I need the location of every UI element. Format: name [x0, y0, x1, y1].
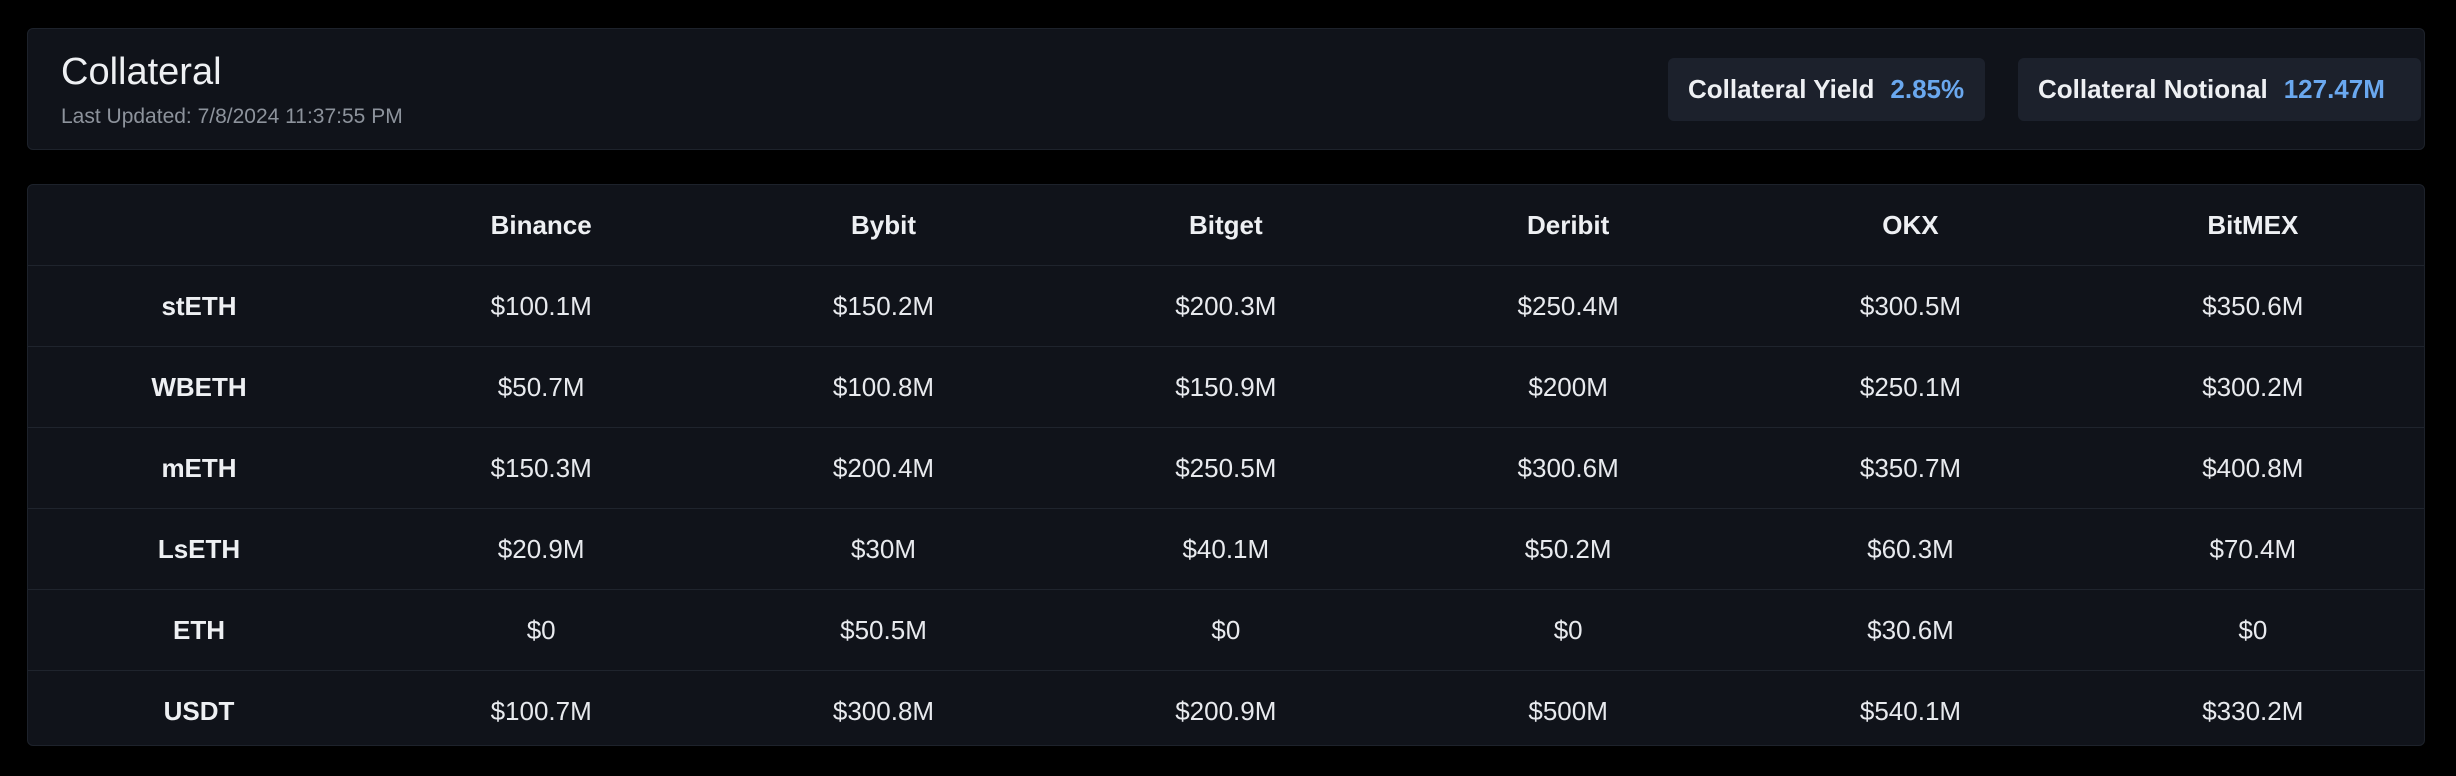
collateral-notional-badge: Collateral Notional 127.47M — [2018, 58, 2421, 121]
collateral-table: Binance Bybit Bitget Deribit OKX BitMEX … — [28, 185, 2424, 746]
table-cell: $50.7M — [370, 346, 713, 428]
table-cell: $60.3M — [1739, 508, 2082, 590]
table-row: ETH $0 $50.5M $0 $0 $30.6M $0 — [28, 589, 2424, 671]
table-cell: $50.5M — [712, 589, 1055, 671]
table-cell: $30.6M — [1739, 589, 2082, 671]
table-cell: $150.2M — [712, 265, 1055, 347]
table-cell: $0 — [1054, 589, 1397, 671]
table-cell: $150.9M — [1054, 346, 1397, 428]
table-header-row: Binance Bybit Bitget Deribit OKX BitMEX — [28, 185, 2424, 266]
table-cell: $100.7M — [490, 695, 592, 726]
collateral-yield-label: Collateral Yield — [1688, 74, 1875, 104]
table-row: stETH $100.1M $150.2M $200.3M $250.4M $3… — [28, 265, 2424, 347]
table-cell: $70.4M — [2081, 508, 2424, 590]
table-cell: $250.5M — [1054, 427, 1397, 509]
table-cell: $200M — [1396, 346, 1740, 428]
table-cell: $400.8M — [2081, 427, 2424, 509]
table-row: WBETH $50.7M $100.8M $150.9M $200M $250.… — [28, 346, 2424, 428]
table-cell: $350.7M — [1739, 427, 2082, 509]
table-cell: $100.1M — [370, 265, 713, 347]
table-cell: $250.1M — [1739, 346, 2082, 428]
table-cell: $330.2M — [2202, 695, 2304, 726]
table-cell: $350.6M — [2081, 265, 2424, 347]
row-label: USDT — [163, 695, 235, 726]
table-cell: $300.8M — [832, 695, 935, 726]
column-header-bitget: Bitget — [1054, 185, 1397, 266]
table-row: mETH $150.3M $200.4M $250.5M $300.6M $35… — [28, 427, 2424, 509]
table-cell: $0 — [1396, 589, 1740, 671]
table-cell: $0 — [2081, 589, 2424, 671]
table-cell: $30M — [712, 508, 1055, 590]
table-cell: $40.1M — [1054, 508, 1397, 590]
table-cell: $200.4M — [712, 427, 1055, 509]
column-header-okx: OKX — [1739, 185, 2082, 266]
table-row: USDT $100.7M $300.8M $200.9M $500M $540.… — [28, 671, 2424, 746]
collateral-yield-badge: Collateral Yield 2.85% — [1668, 58, 1985, 121]
row-label: LsETH — [28, 508, 370, 590]
collateral-notional-value: 127.47M — [2283, 74, 2385, 104]
last-updated-text: Last Updated: 7/8/2024 11:37:55 PM — [61, 105, 403, 128]
row-label: mETH — [28, 427, 370, 509]
table-cell: $540.1M — [1859, 695, 1962, 726]
column-header-deribit: Deribit — [1396, 185, 1740, 266]
table-cell: $200.9M — [1175, 695, 1277, 726]
row-label: stETH — [28, 265, 370, 347]
table-cell: $250.4M — [1396, 265, 1740, 347]
table-cell: $300.5M — [1739, 265, 2082, 347]
column-header-bitmex: BitMEX — [2081, 185, 2424, 266]
header-card: Collateral Last Updated: 7/8/2024 11:37:… — [27, 28, 2425, 150]
table-cell: $200.3M — [1054, 265, 1397, 347]
column-header-binance: Binance — [370, 185, 713, 266]
table-cell: $100.8M — [712, 346, 1055, 428]
collateral-yield-value: 2.85% — [1890, 74, 1965, 104]
table-row: LsETH $20.9M $30M $40.1M $50.2M $60.3M $… — [28, 508, 2424, 590]
row-label: ETH — [28, 589, 370, 671]
table-cell: $50.2M — [1396, 508, 1740, 590]
collateral-table-card: Binance Bybit Bitget Deribit OKX BitMEX … — [27, 184, 2425, 746]
collateral-notional-label: Collateral Notional — [2038, 74, 2268, 104]
table-cell: $0 — [370, 589, 713, 671]
page-title: Collateral — [61, 51, 222, 93]
column-header-bybit: Bybit — [712, 185, 1055, 266]
column-header-asset — [28, 185, 370, 266]
row-label: WBETH — [28, 346, 370, 428]
table-cell: $500M — [1528, 695, 1608, 726]
table-cell: $300.6M — [1396, 427, 1740, 509]
table-cell: $20.9M — [370, 508, 713, 590]
table-cell: $300.2M — [2081, 346, 2424, 428]
table-cell: $150.3M — [370, 427, 713, 509]
